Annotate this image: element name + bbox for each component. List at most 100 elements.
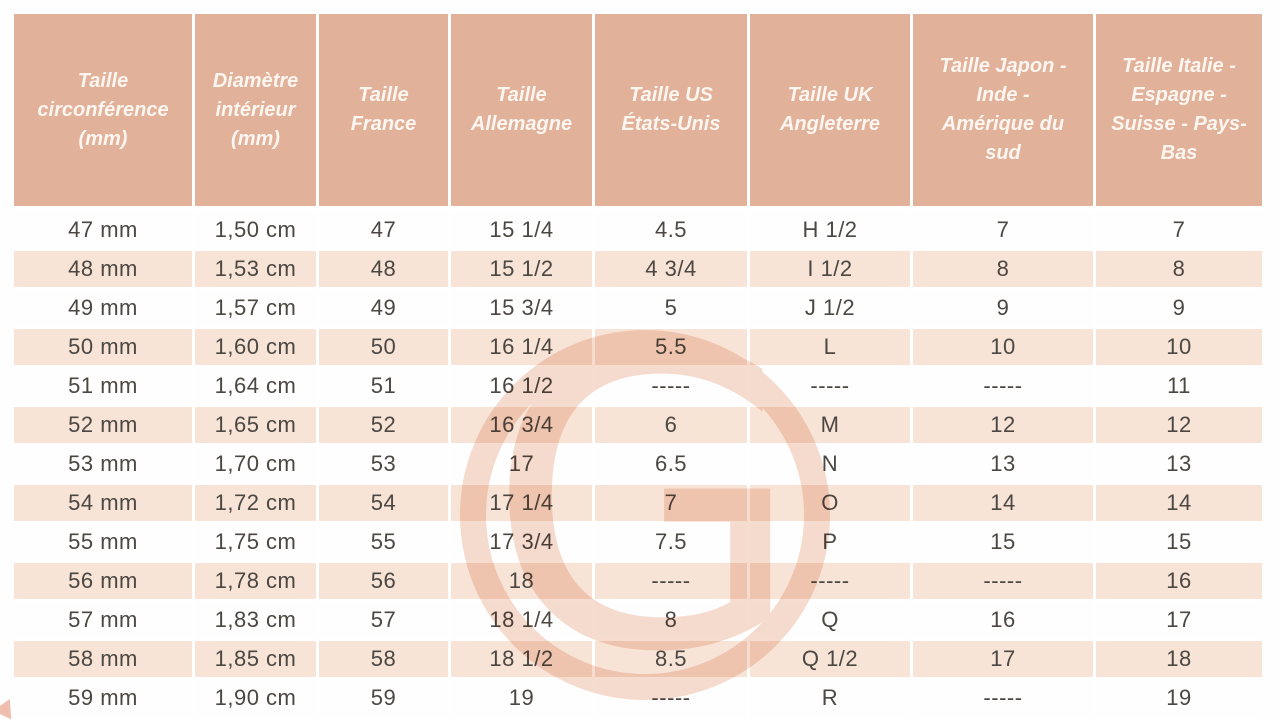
- table-cell: H 1/2: [747, 212, 910, 251]
- table-cell: P: [747, 524, 910, 563]
- table-cell: 16: [1093, 563, 1262, 602]
- table-cell: 16 1/4: [448, 329, 592, 368]
- table-cell: 1,70 cm: [192, 446, 316, 485]
- table-body: 47 mm 1,50 cm 47 15 1/4 4.5 H 1/2 7 7 48 mm 1,53 …: [14, 212, 1262, 719]
- table-cell: 55 mm: [14, 524, 192, 563]
- table-row: 50 mm 1,60 cm 50 16 1/4 5.5 L 10 10: [14, 329, 1262, 368]
- column-header: Taille circonférence (mm): [14, 14, 192, 212]
- table-cell: 1,53 cm: [192, 251, 316, 290]
- column-header: Taille France: [316, 14, 448, 212]
- table-cell: 49: [316, 290, 448, 329]
- table-row: 56 mm 1,78 cm 56 18 ----- ----- ----- 16: [14, 563, 1262, 602]
- table-cell: 1,83 cm: [192, 602, 316, 641]
- table-cell: Q 1/2: [747, 641, 910, 680]
- table-row: 52 mm 1,65 cm 52 16 3/4 6 M 12 12: [14, 407, 1262, 446]
- table-cell: 1,85 cm: [192, 641, 316, 680]
- table-cell: 15 1/4: [448, 212, 592, 251]
- column-header: Taille Allemagne: [448, 14, 592, 212]
- table-cell: I 1/2: [747, 251, 910, 290]
- table-cell: 10: [910, 329, 1093, 368]
- table-cell: 15 1/2: [448, 251, 592, 290]
- table-cell: 7: [1093, 212, 1262, 251]
- column-header: Taille Japon - Inde - Amérique du sud: [910, 14, 1093, 212]
- table-cell: 15: [1093, 524, 1262, 563]
- table-cell: 53: [316, 446, 448, 485]
- table-cell: 53 mm: [14, 446, 192, 485]
- table-cell: 1,78 cm: [192, 563, 316, 602]
- table-cell: 57: [316, 602, 448, 641]
- table-row: 51 mm 1,64 cm 51 16 1/2 ----- ----- ----- 11: [14, 368, 1262, 407]
- table-cell: 58: [316, 641, 448, 680]
- table-cell: 59: [316, 680, 448, 719]
- table-cell: 56 mm: [14, 563, 192, 602]
- table-cell: 59 mm: [14, 680, 192, 719]
- table-cell: N: [747, 446, 910, 485]
- table-cell: 55: [316, 524, 448, 563]
- table-cell: 1,50 cm: [192, 212, 316, 251]
- column-header: Taille UK Angleterre: [747, 14, 910, 212]
- table-cell: 5: [592, 290, 747, 329]
- table-cell: J 1/2: [747, 290, 910, 329]
- table-cell: -----: [910, 680, 1093, 719]
- table-cell: 48 mm: [14, 251, 192, 290]
- table-cell: 17: [910, 641, 1093, 680]
- table-cell: 1,90 cm: [192, 680, 316, 719]
- table-row: 49 mm 1,57 cm 49 15 3/4 5 J 1/2 9 9: [14, 290, 1262, 329]
- table-cell: 17: [1093, 602, 1262, 641]
- table-cell: 17 1/4: [448, 485, 592, 524]
- table-cell: 8.5: [592, 641, 747, 680]
- table-cell: 13: [910, 446, 1093, 485]
- table-cell: 18: [1093, 641, 1262, 680]
- table-cell: 13: [1093, 446, 1262, 485]
- table-cell: 8: [592, 602, 747, 641]
- table-cell: 17: [448, 446, 592, 485]
- table-cell: -----: [592, 680, 747, 719]
- table-cell: -----: [747, 563, 910, 602]
- table-cell: 12: [1093, 407, 1262, 446]
- table-cell: 4 3/4: [592, 251, 747, 290]
- table-cell: 52 mm: [14, 407, 192, 446]
- table-cell: Q: [747, 602, 910, 641]
- table-cell: 7: [592, 485, 747, 524]
- table-cell: 47: [316, 212, 448, 251]
- table-cell: 57 mm: [14, 602, 192, 641]
- table-cell: 9: [910, 290, 1093, 329]
- table-cell: 51 mm: [14, 368, 192, 407]
- table-row: 59 mm 1,90 cm 59 19 ----- R ----- 19: [14, 680, 1262, 719]
- table-cell: 11: [1093, 368, 1262, 407]
- table-cell: 18: [448, 563, 592, 602]
- table-cell: -----: [592, 368, 747, 407]
- table-cell: 1,64 cm: [192, 368, 316, 407]
- table-cell: 1,60 cm: [192, 329, 316, 368]
- table-cell: 6: [592, 407, 747, 446]
- table-cell: 52: [316, 407, 448, 446]
- table-cell: 58 mm: [14, 641, 192, 680]
- table-cell: 48: [316, 251, 448, 290]
- table-cell: 50 mm: [14, 329, 192, 368]
- table-row: 54 mm 1,72 cm 54 17 1/4 7 O 14 14: [14, 485, 1262, 524]
- table-row: 55 mm 1,75 cm 55 17 3/4 7.5 P 15 15: [14, 524, 1262, 563]
- table-cell: 19: [1093, 680, 1262, 719]
- table-cell: 1,65 cm: [192, 407, 316, 446]
- table-cell: 7: [910, 212, 1093, 251]
- table-row: 47 mm 1,50 cm 47 15 1/4 4.5 H 1/2 7 7: [14, 212, 1262, 251]
- table-cell: 54 mm: [14, 485, 192, 524]
- table-cell: L: [747, 329, 910, 368]
- table-cell: 1,57 cm: [192, 290, 316, 329]
- table-cell: 14: [1093, 485, 1262, 524]
- table-cell: 12: [910, 407, 1093, 446]
- table-cell: 1,75 cm: [192, 524, 316, 563]
- table-cell: 5.5: [592, 329, 747, 368]
- table-cell: 15: [910, 524, 1093, 563]
- table-cell: 51: [316, 368, 448, 407]
- table-cell: 19: [448, 680, 592, 719]
- table-cell: 18 1/4: [448, 602, 592, 641]
- table-cell: 54: [316, 485, 448, 524]
- table-cell: 16 3/4: [448, 407, 592, 446]
- column-header: Taille US États-Unis: [592, 14, 747, 212]
- table-cell: -----: [747, 368, 910, 407]
- table-cell: O: [747, 485, 910, 524]
- ring-size-conversion-table: Taille circonférence (mm) Diamètre intéri…: [14, 14, 1262, 719]
- table-cell: 14: [910, 485, 1093, 524]
